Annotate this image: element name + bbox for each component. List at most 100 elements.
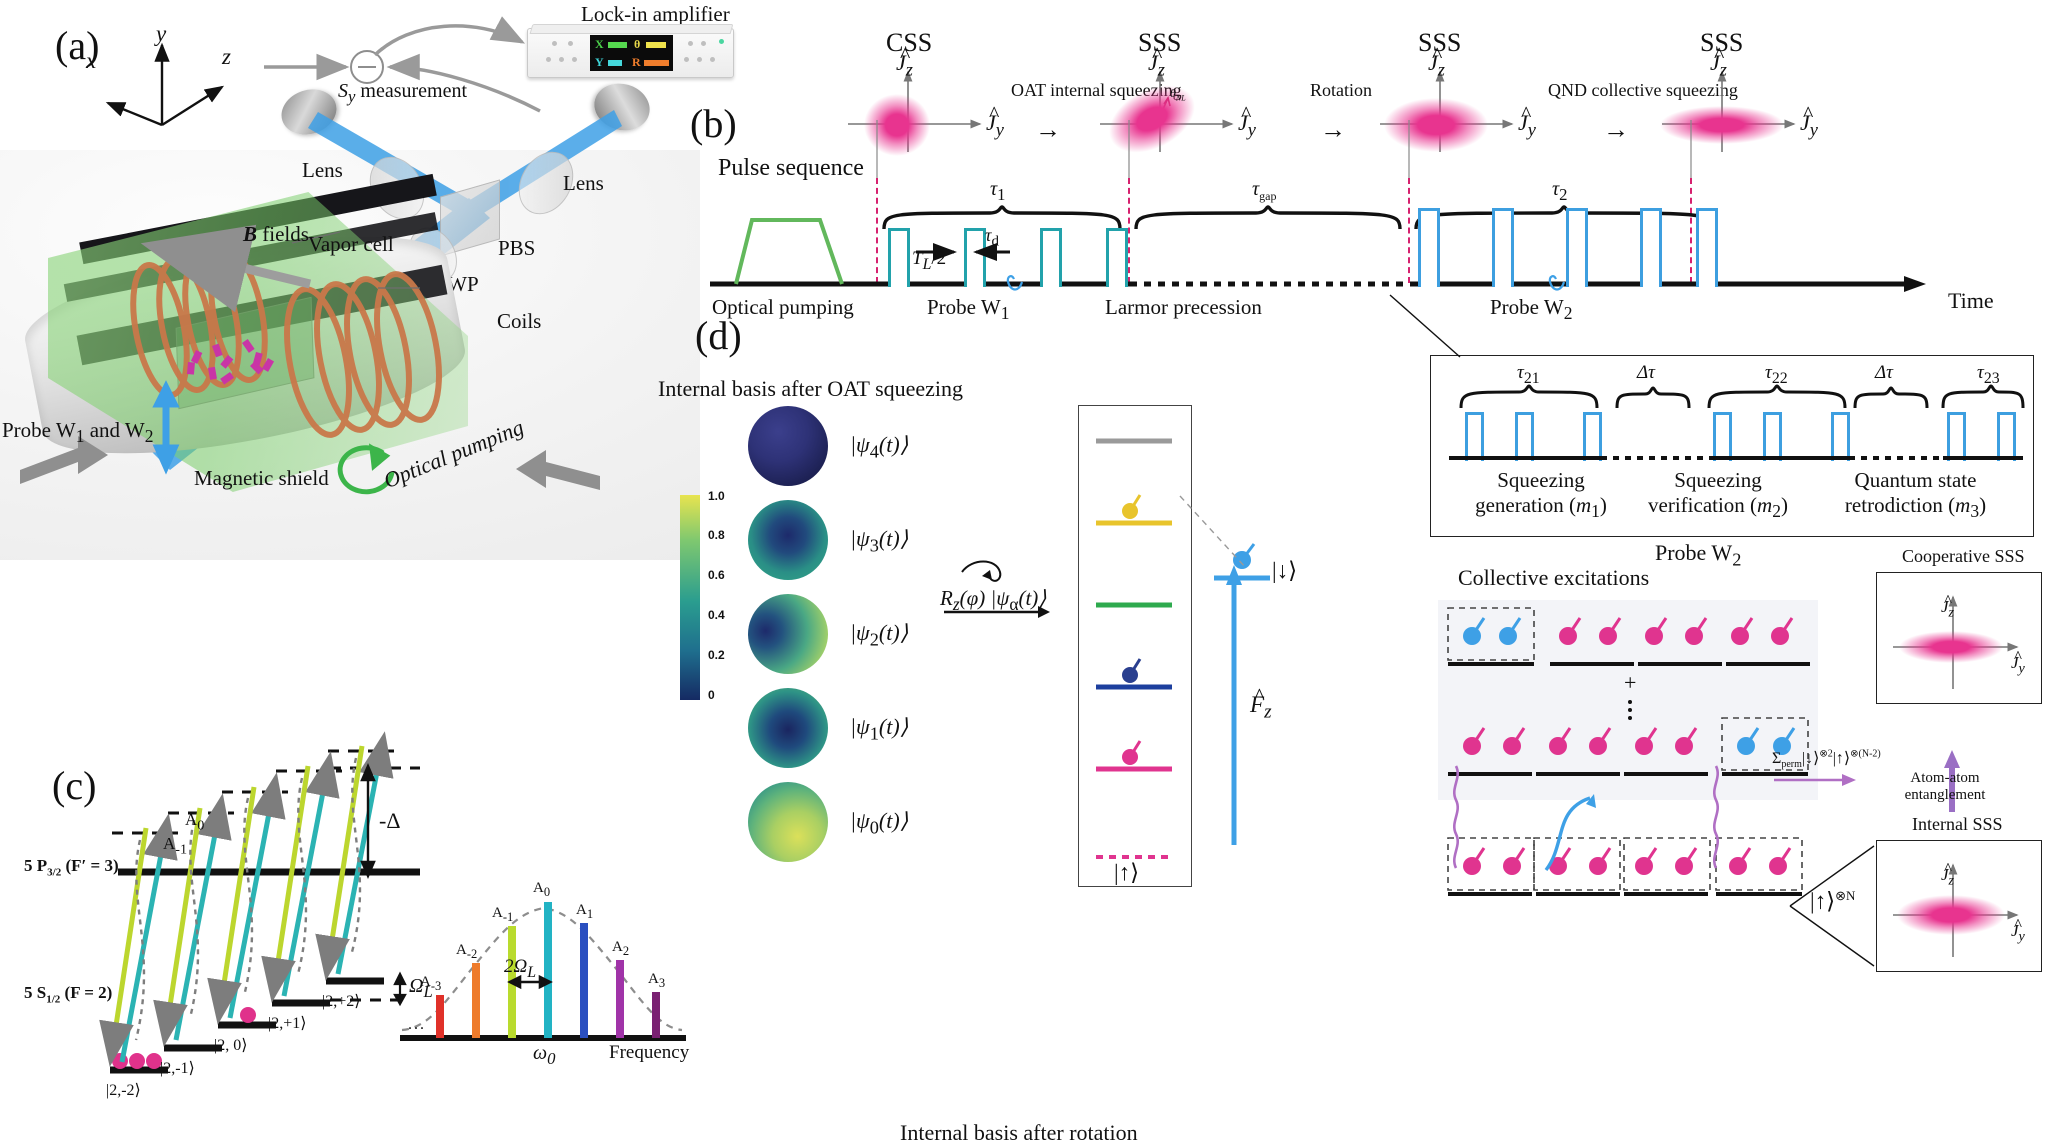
cse: |↓⟩ xyxy=(1801,750,1820,767)
qnd-squeezing-label: QND collective squeezing xyxy=(1548,80,1738,100)
p5l: A xyxy=(612,939,623,955)
lockin-knob-10[interactable] xyxy=(710,57,715,62)
wavefunction-sphere-2 xyxy=(748,594,828,674)
internal-sss-jz: Jz ^ xyxy=(1941,859,1955,889)
lockin-screen: X θ Y R xyxy=(590,35,673,71)
lockin-knob-3[interactable] xyxy=(546,57,551,62)
lockin-knob-7[interactable] xyxy=(701,41,706,46)
inset-baseline xyxy=(1449,456,2023,460)
inset-tau23-label: τ23 xyxy=(1977,362,2000,388)
jy-sub-4: y xyxy=(1809,119,1818,140)
wf1r: (t)⟩ xyxy=(878,714,909,739)
lockin-knob-4[interactable] xyxy=(559,57,564,62)
wf0s: 0 xyxy=(869,817,879,838)
colorbar-tick-6: 0 xyxy=(708,688,715,702)
lockin-knob-9[interactable] xyxy=(697,57,702,62)
jz-sym-4: J xyxy=(1710,50,1720,75)
wf4l: |ψ xyxy=(850,432,870,457)
phase-space-sss-2: SSS Jz ^ Jy ^ xyxy=(1370,28,1560,158)
arrow-qnd: → xyxy=(1603,115,1629,144)
ladder-levels xyxy=(1096,438,1242,859)
probe-w1-w2-label: Probe W1 and W2 xyxy=(2,418,153,447)
spectrum-spacing-label: 2ΩL xyxy=(504,956,536,982)
lockin-knob-1[interactable] xyxy=(552,41,557,46)
coils xyxy=(130,224,442,438)
inset-pulse-3 xyxy=(1583,412,1602,461)
ijzs: z xyxy=(1948,872,1955,889)
jy-sym-2: J xyxy=(1238,110,1248,135)
t23-sub: 23 xyxy=(1983,369,2000,387)
wavefunction-sphere-3 xyxy=(748,500,828,580)
ic3l1: Quantum state xyxy=(1854,468,1977,492)
csl: Σ xyxy=(1772,750,1782,767)
am1d: A xyxy=(163,834,176,853)
lockin-amplifier-title: Lock-in amplifier xyxy=(581,2,730,26)
arrow-rotation: → xyxy=(1320,115,1346,144)
internal-sss-pointer xyxy=(1789,845,1875,967)
scs: 0 xyxy=(547,1049,556,1068)
jy-sub-2: y xyxy=(1247,119,1256,140)
ic3l2a: retrodiction ( xyxy=(1844,493,1956,517)
wf0l: |ψ xyxy=(850,808,870,833)
inset-pulse-1 xyxy=(1465,412,1484,461)
lockin-knob-2[interactable] xyxy=(568,41,573,46)
axis-jy-sss3: Jy ^ xyxy=(1800,101,1818,140)
lockin-knob-5[interactable] xyxy=(572,57,577,62)
ic1l2b: ) xyxy=(1599,493,1607,517)
ladder-connector-dashed xyxy=(1179,495,1247,569)
collective-ground-label: |↑⟩⊗N xyxy=(1810,888,1855,915)
omL-sub: L xyxy=(423,982,433,1001)
lens-left-label: Lens xyxy=(302,158,343,182)
ic1l2: generation (m1) xyxy=(1471,493,1611,522)
wf1l: |ψ xyxy=(850,714,870,739)
panel-c-level-diagram xyxy=(99,731,420,1074)
lockin-knob-6[interactable] xyxy=(688,41,693,46)
inset-dtau-a-label: Δτ xyxy=(1637,362,1655,384)
internal-sss-jy: Jy ^ xyxy=(2011,915,2025,945)
t21-sym: τ xyxy=(1517,362,1524,383)
tau-d-label: τd xyxy=(985,225,999,251)
wf3r: (t)⟩ xyxy=(878,526,909,551)
cgl: |↑⟩ xyxy=(1810,888,1836,914)
probe-w1-pulse-4 xyxy=(1106,228,1128,287)
sy-measurement-label: Sy measurement xyxy=(338,80,467,107)
p5s: 2 xyxy=(622,944,630,958)
pw1-sub: 1 xyxy=(1000,303,1010,324)
connector-grey-lines xyxy=(876,120,1692,178)
larmor-spin-icons xyxy=(1006,275,1566,291)
magnetic-shield-label: Magnetic shield xyxy=(194,466,329,490)
rot-arg-rest: (t)⟩ xyxy=(1018,586,1047,610)
sideband-A0-diagram-label: A0 xyxy=(185,810,204,834)
axis-jz-sss3: Jz ^ xyxy=(1710,42,1727,80)
cjzs: z xyxy=(1948,604,1955,621)
optical-pumping-pulse xyxy=(734,218,844,285)
wf2l: |ψ xyxy=(850,620,870,645)
panel-b-letter: (b) xyxy=(690,101,737,146)
inset-pulse-7 xyxy=(1947,412,1966,461)
t22-sub: 22 xyxy=(1771,369,1788,387)
colorbar-tick-5: 0.2 xyxy=(708,648,725,662)
connector-dashed-1 xyxy=(876,178,878,283)
lockin-knob-8[interactable] xyxy=(684,57,689,62)
wavefunction-label-4: |ψ4(t)⟩ xyxy=(850,432,908,462)
axis-label-y: y xyxy=(156,21,167,46)
ic3l2: retrodiction (m3) xyxy=(1823,493,2008,522)
jy-sym-3: J xyxy=(1518,110,1528,135)
lens-right-label: Lens xyxy=(563,171,604,195)
probe-input-arrow xyxy=(20,380,600,495)
inset-pulse-5 xyxy=(1763,412,1782,461)
spectrum-peak-label-1: A-2 xyxy=(456,942,477,962)
inset-pulse-6 xyxy=(1831,412,1850,461)
state-label-css: CSS xyxy=(886,28,933,57)
p3s: 0 xyxy=(543,885,551,899)
p3l: A xyxy=(533,880,544,896)
panel-c-letter: (c) xyxy=(52,763,97,808)
lockin-amplifier[interactable]: X θ Y R xyxy=(527,24,734,78)
theta-nl-sub: NL xyxy=(1175,93,1186,103)
level-label-excited: 5 P3/2 (F′ = 3) xyxy=(24,856,119,878)
a0ds: 0 xyxy=(197,817,205,834)
t21-sub: 21 xyxy=(1523,369,1540,387)
ic2l2: verification (m2) xyxy=(1643,493,1793,522)
omega-L-label: ΩL xyxy=(409,975,433,1002)
p1l: A xyxy=(456,942,467,958)
